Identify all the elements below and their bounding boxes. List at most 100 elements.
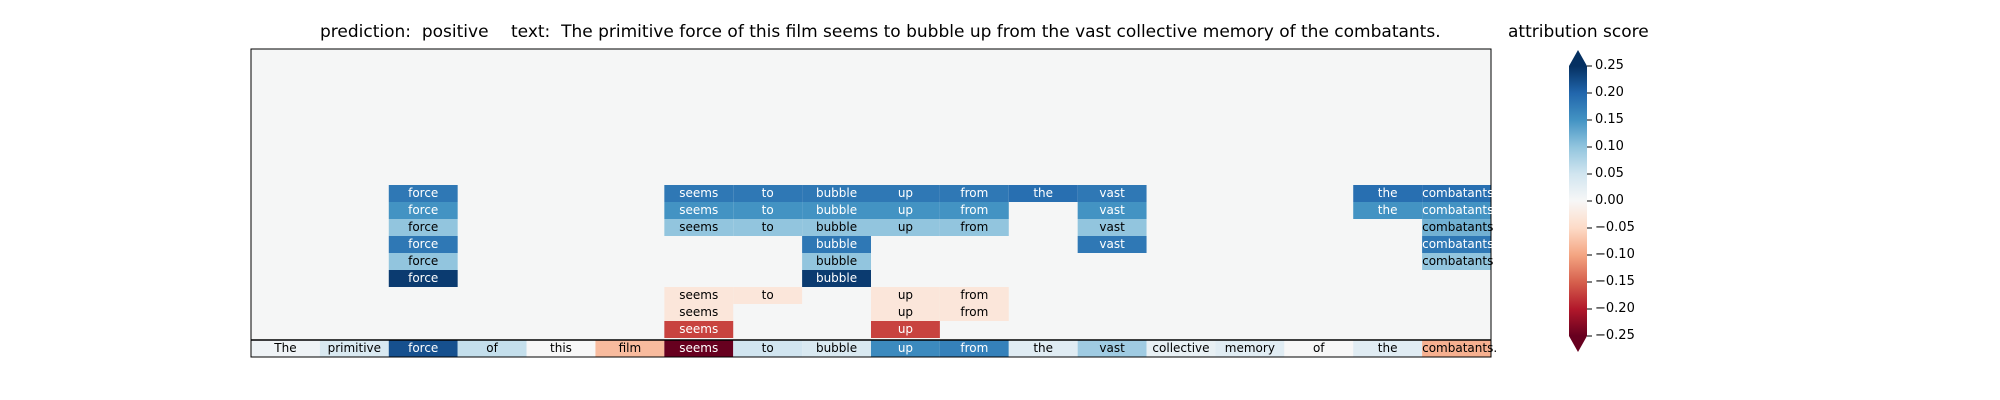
token-cell-word: to <box>761 341 774 355</box>
heatmap-cell <box>664 321 734 338</box>
token-cell <box>595 340 665 357</box>
heatmap-cell <box>939 304 1009 321</box>
colorbar-tick-label: −0.25 <box>1595 328 1635 343</box>
heatmap-cell <box>664 304 734 321</box>
token-cell <box>1215 340 1285 357</box>
heatmap-cell-word: seems <box>679 322 719 336</box>
heatmap-cell <box>871 321 940 338</box>
heatmap-cell-word: the <box>1377 203 1398 217</box>
heatmap-cell-word: the <box>1377 186 1398 200</box>
token-cell <box>939 340 1009 357</box>
heatmap-cell <box>664 287 734 304</box>
prediction-value: positive <box>421 22 489 42</box>
heatmap-cell <box>733 287 803 304</box>
colorbar-tick-label: −0.20 <box>1595 301 1635 316</box>
heatmap-cell <box>733 202 803 219</box>
heatmap-cell <box>1077 185 1147 202</box>
token-cell-word: force <box>408 341 439 355</box>
heatmap-cell-word: up <box>897 203 914 217</box>
heatmap-cell-word: to <box>761 186 774 200</box>
token-cell-word: of <box>1312 341 1325 355</box>
heatmap-cell-word: seems <box>679 203 719 217</box>
colorbar-tick-label: −0.15 <box>1595 274 1635 289</box>
heatmap-cell-word: to <box>761 288 774 302</box>
token-cell-word: primitive <box>327 341 382 355</box>
colorbar-tick-label: 0.00 <box>1595 193 1624 208</box>
colorbar-tick-label: −0.10 <box>1595 247 1635 262</box>
heatmap-cell <box>1353 202 1423 219</box>
token-cell <box>664 340 734 357</box>
heatmap-cell-word: the <box>1033 186 1054 200</box>
heatmap-cell <box>733 219 803 236</box>
heatmap-cell-word: up <box>897 220 914 234</box>
token-cell-word: up <box>897 341 914 355</box>
heatmap-cell <box>939 287 1009 304</box>
heatmap-cell-word: bubble <box>815 254 858 268</box>
colorbar-tick-label: −0.05 <box>1595 220 1635 235</box>
heatmap-cell-word: bubble <box>815 220 858 234</box>
token-cell-word: The <box>274 341 297 355</box>
heatmap-cell-word: up <box>897 305 914 319</box>
heatmap-cell-word: combatants <box>1422 254 1494 268</box>
token-cell-word: film <box>618 341 642 355</box>
heatmap-cell-word: force <box>408 220 439 234</box>
heatmap-cell <box>1008 185 1078 202</box>
token-cell-word: the <box>1033 341 1054 355</box>
heatmap-cell-word: combatants <box>1422 203 1494 217</box>
heatmap-cell-word: bubble <box>815 203 858 217</box>
heatmap-cell-word: combatants <box>1422 220 1494 234</box>
heatmap-cell <box>664 219 734 236</box>
token-cell-word: seems <box>679 341 719 355</box>
heatmap-cell-word: force <box>408 203 439 217</box>
heatmap-cell <box>871 185 940 202</box>
token-cell <box>1422 340 1491 357</box>
token-cell-word: collective <box>1152 341 1210 355</box>
heatmap-cell-word: seems <box>679 220 719 234</box>
colorbar-tick-label: 0.05 <box>1595 166 1624 181</box>
token-cell <box>1353 340 1423 357</box>
heatmap-cell <box>871 202 940 219</box>
heatmap-cell-word: force <box>408 254 439 268</box>
heatmap-cell <box>1422 185 1491 202</box>
text-value: The primitive force of this film seems t… <box>561 22 1441 42</box>
colorbar-extend-top <box>1569 50 1587 66</box>
heatmap-cell <box>388 270 458 287</box>
token-cell-word: from <box>960 341 989 355</box>
heatmap-cell-word: bubble <box>815 237 858 251</box>
prediction-label: prediction: positive <box>320 22 489 42</box>
token-cell-word: combatants. <box>1422 341 1498 355</box>
token-cell-word: bubble <box>815 341 858 355</box>
heatmap-cell-word: to <box>761 203 774 217</box>
heatmap-cell <box>388 202 458 219</box>
heatmap-cell-word: force <box>408 271 439 285</box>
heatmap-cell <box>388 236 458 253</box>
heatmap-cell-word: bubble <box>815 186 858 200</box>
heatmap-cell-word: seems <box>679 186 719 200</box>
heatmap-cell <box>388 219 458 236</box>
heatmap-cell <box>733 185 803 202</box>
heatmap-cell <box>802 185 871 202</box>
heatmap-cell-word: vast <box>1099 220 1125 234</box>
heatmap-cell-word: to <box>761 220 774 234</box>
heatmap-cell-word: from <box>960 305 989 319</box>
heatmap-cell <box>1422 219 1491 236</box>
heatmap-cell <box>802 270 871 287</box>
heatmap-cell <box>802 219 871 236</box>
heatmap-cell <box>664 202 734 219</box>
heatmap-cell <box>664 185 734 202</box>
heatmap-cell <box>388 185 458 202</box>
token-cell <box>1284 340 1354 357</box>
heatmap-cell-word: seems <box>679 288 719 302</box>
heatmap-cell-word: up <box>897 322 914 336</box>
token-cell-word: vast <box>1099 341 1125 355</box>
token-cell <box>251 340 320 357</box>
heatmap-cell-word: combatants <box>1422 237 1494 251</box>
heatmap-cell <box>939 185 1009 202</box>
colorbar-title: attribution score <box>1508 22 1649 42</box>
heatmap-cell-word: combatants <box>1422 186 1494 200</box>
colorbar-tick-label: 0.10 <box>1595 139 1624 154</box>
input-text: text: The primitive force of this film s… <box>511 22 1441 42</box>
heatmap-cell-word: seems <box>679 305 719 319</box>
heatmap-cell-word: up <box>897 288 914 302</box>
